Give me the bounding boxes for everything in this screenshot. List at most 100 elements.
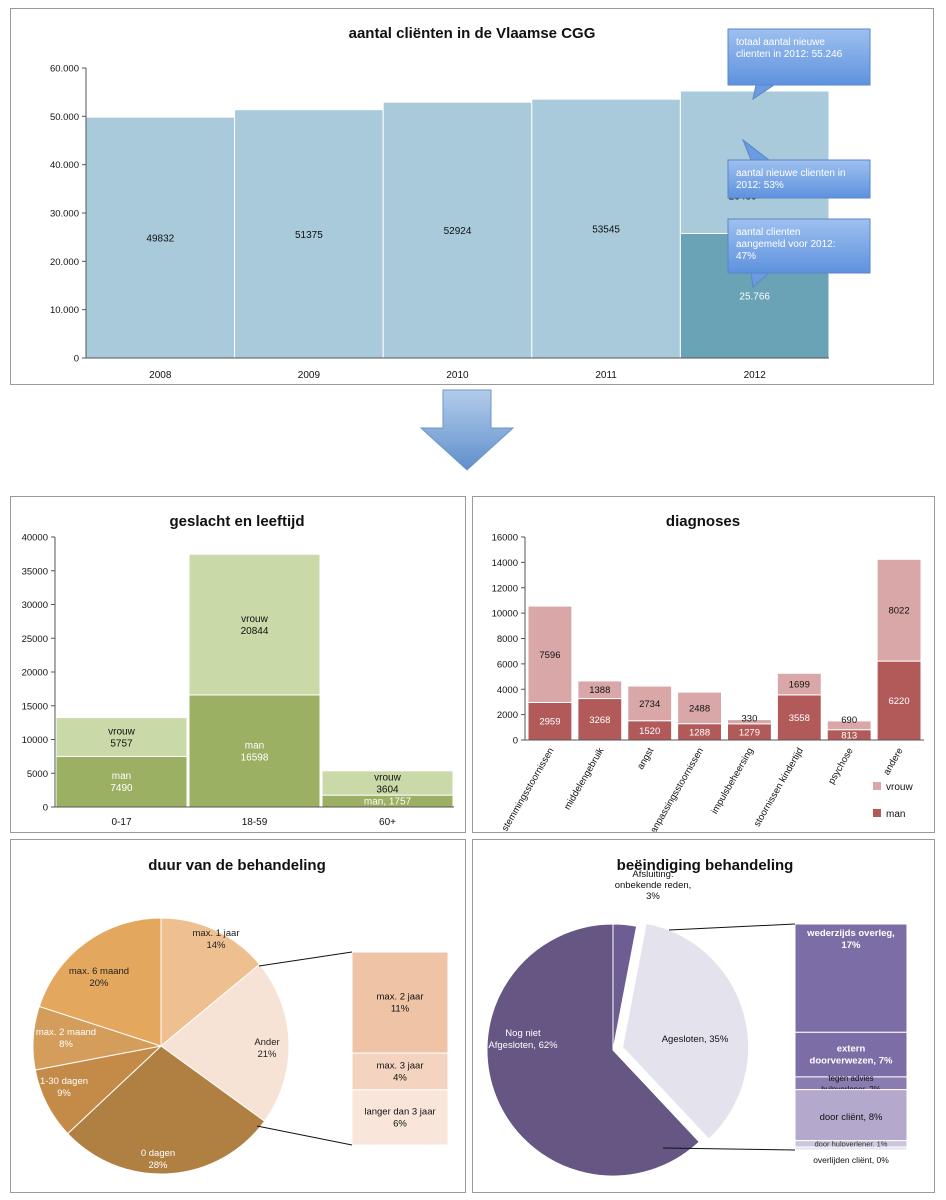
breakdown-label-langer-dan-3-jaar: langer dan 3 jaar 6% [364, 1106, 435, 1129]
connector-line-top [668, 923, 796, 931]
x-tick-label: stoornissen kindertijd [752, 746, 806, 829]
y-tick-label: 50.000 [50, 112, 79, 123]
data-label-man: 2959 [539, 717, 560, 728]
y-tick-label: 0 [513, 736, 518, 747]
breakdown-label-door-hulpverlener: door hulpverlener, 1% [815, 1140, 888, 1149]
y-tick-label: 10000 [22, 735, 48, 746]
x-tick-label: 18-59 [242, 817, 268, 828]
pie-slice-agesloten [622, 922, 750, 1140]
y-tick-label: 0 [43, 803, 48, 814]
legend-swatch-vrouw [873, 782, 881, 790]
bar-18-59-vrouw [188, 553, 321, 696]
bar-2008-base [85, 116, 236, 359]
chart-termination-panel: beëindiging behandeling Afsluiting: onbeke… [472, 839, 935, 1193]
chart-title: aantal cliënten in de Vlaamse CGG [349, 25, 596, 42]
pie-label-ander: Ander 21% [254, 1037, 279, 1060]
bar-2011-base [531, 98, 681, 359]
y-tick-label: 20.000 [50, 257, 79, 268]
data-label: 51375 [295, 230, 323, 241]
data-label: 53545 [592, 225, 620, 236]
pie-slice-max-6-maand [38, 917, 162, 1047]
pie-slice-ander [160, 963, 290, 1122]
x-tick-label: impulsbeheersing [709, 746, 756, 816]
callout-text: aantal nieuwe clienten in 2012: 53% [736, 168, 846, 191]
y-tick-label: 12000 [492, 583, 518, 594]
legend-label-man: man [886, 809, 905, 820]
pie-label-1-30-dagen: 1-30 dagen 9% [40, 1076, 88, 1099]
bar-2010-base [382, 101, 533, 359]
x-tick-label: 2008 [149, 370, 172, 381]
data-label: 25.766 [739, 292, 770, 303]
callout-box [727, 218, 871, 274]
data-label-vrouw: 1388 [589, 685, 610, 696]
bar-2009-base [234, 109, 384, 359]
bar-andere-vrouw [876, 558, 922, 662]
bar-18-59-man [188, 694, 321, 808]
chart-gender-age: geslacht en leeftijd man 7490 vrouw 5757 0-17… [22, 513, 454, 828]
y-tick-label: 5000 [27, 769, 48, 780]
bar-psychose-vrouw [826, 720, 872, 731]
data-label-man: 3558 [789, 713, 810, 724]
data-label-man: man 7490 [110, 771, 133, 794]
pie-label-max-6-maand: max. 6 maand 20% [69, 966, 129, 989]
bar-0-17-vrouw [55, 717, 188, 757]
y-tick-label: 30000 [22, 600, 48, 611]
pie-label-0-dagen: 0 dagen 28% [141, 1148, 175, 1171]
breakdown-label-door-cli-nt: door cliënt, 8% [820, 1112, 883, 1123]
data-label-vrouw: 330 [742, 714, 758, 725]
bar-stoornissen-kindertijd-vrouw [776, 672, 822, 696]
y-tick-label: 14000 [492, 558, 518, 569]
data-label: 49832 [146, 234, 174, 245]
y-tick-label: 25000 [22, 634, 48, 645]
data-label-vrouw: vrouw 5757 [108, 727, 135, 750]
data-label-man: 813 [841, 730, 857, 741]
data-label-vrouw: 2734 [639, 699, 660, 710]
breakdown-langer-dan-3-jaar [351, 1089, 449, 1146]
breakdown-door-cli-nt [794, 1089, 908, 1142]
bar-angst-vrouw [627, 685, 673, 722]
chart-clients: aantal cliënten in de Vlaamse CGG 2008 200… [50, 25, 871, 381]
x-tick-label: andere [881, 746, 905, 777]
pie-label-max-2-maand: max. 2 maand 8% [36, 1027, 96, 1050]
breakdown-max-3-jaar [351, 1052, 449, 1091]
x-tick-label: 2012 [744, 370, 767, 381]
callout-box [727, 28, 871, 86]
breakdown-label-overlijden-cli-nt: overlijden cliënt, 0% [813, 1155, 889, 1165]
data-label-man: man 16598 [241, 740, 269, 763]
x-tick-label: 0-17 [111, 817, 131, 828]
connector-line-top [258, 951, 353, 967]
bar-60-vrouw [321, 770, 454, 796]
chart-duration-panel: duur van de behandeling max. 1 jaar 14% And… [10, 839, 466, 1193]
y-tick-label: 60.000 [50, 64, 79, 75]
x-tick-label: psychose [826, 746, 856, 786]
down-arrow-icon [419, 389, 515, 471]
y-tick-label: 16000 [492, 533, 518, 544]
breakdown-overlijden-cli-nt [794, 1146, 908, 1151]
chart-title: duur van de behandeling [148, 857, 326, 874]
data-label-vrouw: vrouw 20844 [241, 614, 269, 637]
chart-diagnoses-panel: diagnoses 2959 7596 stemmingsstoornissen 326… [472, 496, 935, 833]
pie-slice-nog-niet-afgesloten [486, 923, 700, 1177]
pie-label-afsluiting: Afsluiting: onbekende reden, 3% [615, 869, 692, 902]
breakdown-label-max-3-jaar: max. 3 jaar 4% [377, 1060, 424, 1083]
data-label-vrouw: vrouw 3604 [374, 772, 401, 795]
data-label-man: 3268 [589, 715, 610, 726]
bar-0-17-man [55, 755, 188, 808]
chart-title: diagnoses [666, 513, 740, 530]
data-label-vrouw: 2488 [689, 703, 710, 714]
callout-box [727, 159, 871, 199]
x-tick-label: angst [635, 746, 656, 772]
bar-middelengebruik-vrouw [577, 680, 623, 700]
y-tick-label: 10000 [492, 609, 518, 620]
pie-slice-max-1-jaar [160, 917, 261, 1048]
legend-label-vrouw: vrouw [886, 782, 913, 793]
chart-diagnoses: diagnoses 2959 7596 stemmingsstoornissen 326… [492, 513, 924, 832]
y-tick-label: 15000 [22, 701, 48, 712]
data-label-vrouw: 8022 [888, 606, 909, 617]
breakdown-label-wederzijds-overleg: wederzijds overleg, 17% [806, 928, 895, 951]
connector-line-bottom [662, 1147, 796, 1151]
pie-slice-0-dagen [66, 1045, 266, 1175]
data-label-man: man, 1757 [364, 797, 412, 808]
chart-title: beëindiging behandeling [617, 857, 794, 874]
